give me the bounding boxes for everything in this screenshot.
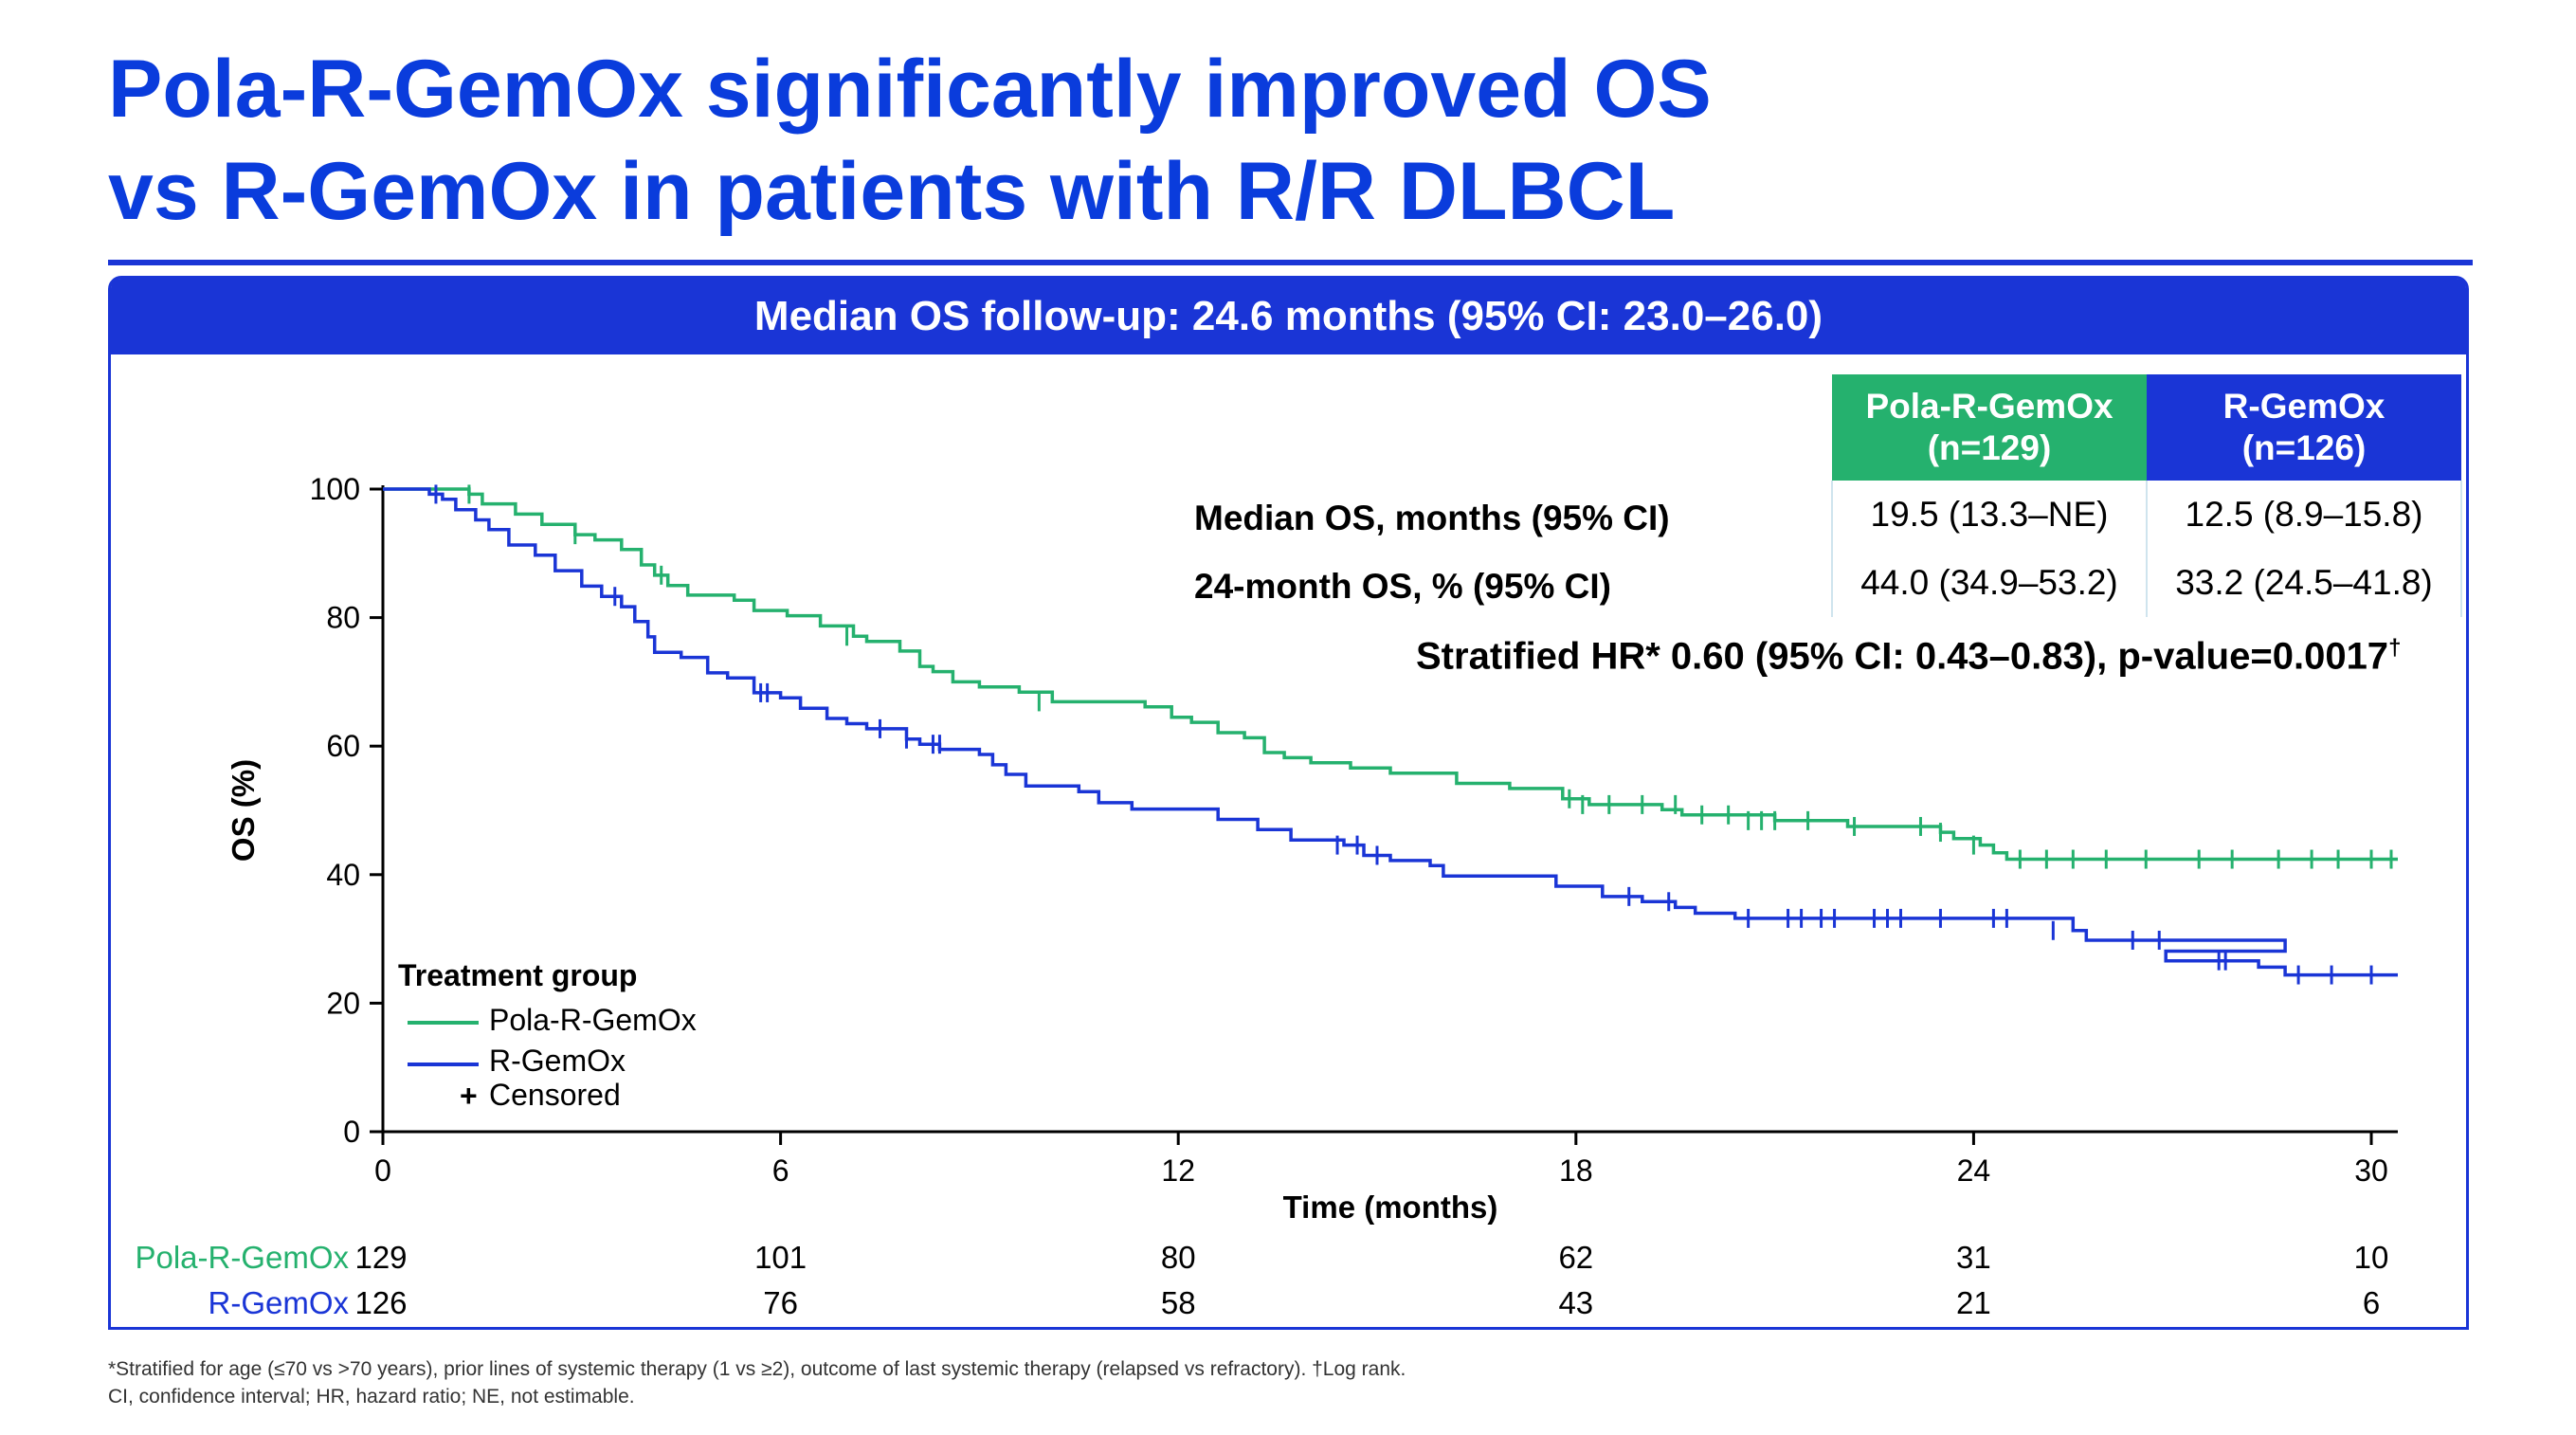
- os24-pola: 44.0 (34.9–53.2): [1831, 549, 2148, 617]
- stats-header-rgem-name: R-GemOx: [2222, 387, 2386, 426]
- stats-header-pola-n: (n=129): [1927, 428, 2052, 467]
- risk-value-pola: 10: [2354, 1240, 2389, 1275]
- os24-label: 24-month OS, % (95% CI): [1194, 567, 1611, 606]
- risk-value-rgem: 43: [1558, 1285, 1593, 1320]
- os24-rgem: 33.2 (24.5–41.8): [2146, 549, 2462, 617]
- km-curve-rgem: [383, 487, 2398, 977]
- x-tick-label: 30: [2354, 1153, 2388, 1188]
- risk-value-rgem: 126: [354, 1285, 407, 1320]
- panel-header: Median OS follow-up: 24.6 months (95% CI…: [111, 279, 2466, 354]
- stats-header-pola-name: Pola-R-GemOx: [1865, 387, 2113, 426]
- x-tick-label: 6: [772, 1153, 789, 1188]
- footnotes: *Stratified for age (≤70 vs >70 years), …: [108, 1355, 1406, 1410]
- x-tick-label: 12: [1161, 1153, 1195, 1188]
- stats-header-pola: Pola-R-GemOx (n=129): [1832, 374, 2147, 481]
- hazard-ratio-value: Stratified HR* 0.60 (95% CI: 0.43–0.83),…: [1416, 635, 2389, 678]
- footnote-1: *Stratified for age (≤70 vs >70 years), …: [108, 1358, 1406, 1380]
- legend-label-pola: Pola-R-GemOx: [489, 1003, 697, 1037]
- x-tick-label: 18: [1559, 1153, 1593, 1188]
- y-tick-label: 60: [326, 729, 360, 763]
- risk-value-pola: 129: [354, 1240, 407, 1275]
- median-os-rgem: 12.5 (8.9–15.8): [2146, 481, 2462, 549]
- title-line-1: Pola-R-GemOx significantly improved OS: [108, 44, 1712, 135]
- risk-label-pola: Pola-R-GemOx: [135, 1240, 349, 1275]
- risk-value-rgem: 58: [1161, 1285, 1196, 1320]
- y-tick-label: 80: [326, 601, 360, 635]
- legend-label-rgem: R-GemOx: [489, 1044, 626, 1078]
- axes-layer: 0 20 40 60 80 100 0 6 12 18 24 30 Time (months) OS (%…: [226, 472, 2398, 1225]
- footnote-2: CI, confidence interval; HR, hazard rati…: [108, 1386, 635, 1408]
- legend-label-censored: Censored: [489, 1078, 621, 1112]
- risk-value-pola: 80: [1161, 1240, 1196, 1275]
- x-axis-label: Time (months): [1283, 1190, 1498, 1225]
- y-tick-label: 40: [326, 858, 360, 892]
- slide-title: Pola-R-GemOx significantly improved OS v…: [108, 38, 2288, 243]
- risk-value-pola: 62: [1558, 1240, 1593, 1275]
- median-os-label: Median OS, months (95% CI): [1194, 499, 1670, 537]
- title-line-2: vs R-GemOx in patients with R/R DLBCL: [108, 146, 1676, 237]
- series-layer: [383, 484, 2398, 985]
- risk-table: Pola-R-GemOx R-GemOx 129 126 101 76 80 58 62 43…: [135, 1240, 2388, 1320]
- stats-header-rgem: R-GemOx (n=126): [2147, 374, 2461, 481]
- hazard-ratio-text: Stratified HR* 0.60 (95% CI: 0.43–0.83),…: [1416, 635, 2401, 678]
- stats-header-rgem-n: (n=126): [2241, 428, 2367, 467]
- legend: Treatment group Pola-R-GemOx R-GemOx + C…: [398, 958, 697, 1113]
- x-tick-label: 24: [1957, 1153, 1991, 1188]
- risk-value-pola: 101: [754, 1240, 807, 1275]
- km-curve-pola: [383, 487, 2398, 862]
- y-tick-label: 100: [310, 472, 360, 506]
- median-os-pola: 19.5 (13.3–NE): [1831, 481, 2148, 549]
- risk-value-rgem: 76: [763, 1285, 798, 1320]
- x-tick-label: 0: [374, 1153, 391, 1188]
- risk-label-rgem: R-GemOx: [209, 1285, 350, 1320]
- y-tick-label: 0: [343, 1115, 360, 1149]
- y-tick-label: 20: [326, 986, 360, 1020]
- risk-value-pola: 31: [1956, 1240, 1991, 1275]
- hazard-ratio-dagger: †: [2388, 635, 2402, 661]
- y-axis-label: OS (%): [226, 759, 261, 862]
- title-rule: [108, 260, 2473, 265]
- legend-title: Treatment group: [398, 958, 637, 992]
- risk-value-rgem: 21: [1956, 1285, 1991, 1320]
- stats-table: Pola-R-GemOx (n=129) R-GemOx (n=126) 19.…: [1831, 374, 2462, 617]
- legend-censor-symbol: +: [460, 1079, 478, 1113]
- risk-value-rgem: 6: [2363, 1285, 2380, 1320]
